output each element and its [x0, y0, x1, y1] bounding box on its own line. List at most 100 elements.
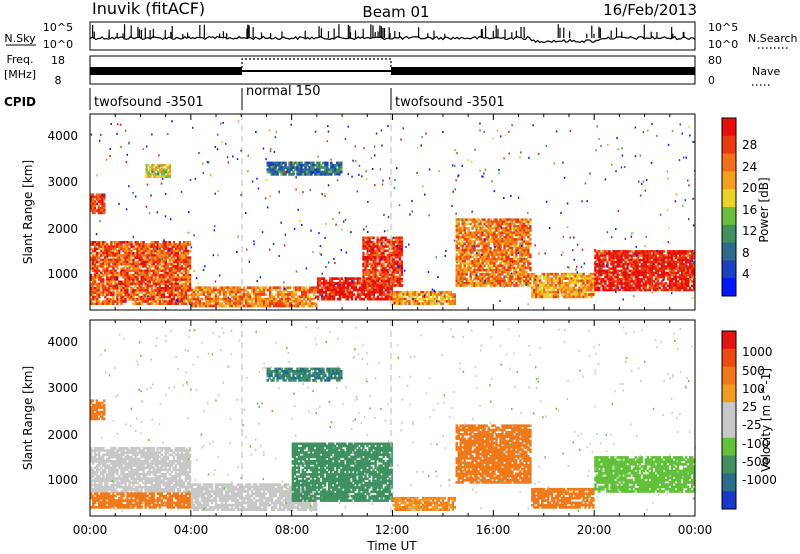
heatmap-cell: [136, 267, 139, 270]
heatmap-cell: [620, 256, 623, 260]
heatmap-cell: [523, 255, 526, 259]
heatmap-cell: [457, 222, 460, 226]
heatmap-cell: [396, 302, 399, 305]
heatmap-cell: [422, 297, 425, 301]
heatmap-cell: [206, 297, 210, 301]
heatmap-cell: [517, 233, 520, 237]
heatmap-cell: [517, 279, 520, 283]
heatmap-cell: [104, 269, 107, 273]
heatmap-cell: [134, 241, 137, 244]
heatmap-cell: [120, 300, 123, 303]
heatmap-cell: [270, 163, 273, 167]
heatmap-cell: [318, 284, 322, 287]
heatmap-cell: [465, 262, 468, 265]
heatmap-cell: [602, 260, 605, 264]
heatmap-cell: [138, 243, 141, 246]
heatmap-cell: [106, 289, 109, 292]
heatmap-cell: [112, 249, 115, 253]
heatmap-cell: [328, 293, 332, 296]
heatmap-cell: [124, 265, 127, 268]
heatmap-cell: [598, 286, 601, 290]
heatmap-cell: [332, 295, 336, 299]
heatmap-cell: [610, 260, 613, 264]
heatmap-cell: [684, 275, 688, 279]
heatmap-cell: [479, 220, 482, 224]
heatmap-cell: [461, 235, 464, 239]
heatmap-cell: [544, 277, 548, 280]
heatmap-cell: [398, 293, 401, 296]
heatmap-cell: [152, 243, 155, 246]
heatmap-cell: [378, 286, 381, 290]
heatmap-cell: [230, 295, 234, 299]
heatmap-cell: [684, 273, 688, 277]
heatmap-cell: [158, 278, 161, 281]
heatmap-cell: [676, 284, 680, 287]
heatmap-cell: [148, 243, 151, 246]
heatmap-cell: [471, 244, 474, 248]
heatmap-cell: [380, 295, 383, 299]
heatmap-cell: [396, 271, 399, 274]
heatmap-cell: [386, 277, 389, 281]
heatmap-cell: [100, 276, 103, 279]
heatmap-cell: [180, 247, 184, 251]
heatmap-cell: [630, 278, 633, 281]
heatmap-cell: [114, 276, 117, 279]
heatmap-cell: [162, 254, 165, 257]
heatmap-cell: [140, 265, 143, 268]
heatmap-cell: [238, 300, 242, 303]
heatmap-cell: [216, 302, 220, 305]
heatmap-cell: [162, 241, 165, 244]
heatmap-cell: [102, 265, 105, 268]
heatmap-cell: [306, 288, 310, 292]
heatmap-cell: [120, 267, 123, 270]
heatmap-cell: [378, 260, 381, 263]
heatmap-cell: [92, 302, 95, 305]
heatmap-cell: [552, 279, 556, 283]
heatmap-cell: [150, 245, 153, 248]
heatmap-cell: [509, 220, 512, 224]
heatmap-cell: [624, 254, 627, 257]
heatmap-cell: [529, 238, 532, 241]
heatmap-cell: [586, 281, 589, 285]
heatmap-cell: [509, 235, 512, 239]
heatmap-cell: [360, 293, 364, 296]
heatmap-cell: [101, 207, 104, 210]
heatmap-cell: [330, 163, 333, 167]
heatmap-cell: [400, 264, 403, 268]
heatmap-cell: [390, 295, 393, 299]
heatmap-cell: [148, 252, 151, 255]
heatmap-cell: [148, 245, 151, 248]
heatmap-cell: [465, 284, 468, 287]
heatmap-cell: [618, 254, 621, 257]
heatmap-cell: [503, 262, 506, 265]
heatmap-cell: [158, 269, 161, 273]
heatmap-cell: [116, 258, 119, 262]
heatmap-cell: [224, 302, 228, 305]
heatmap-cell: [431, 300, 435, 303]
heatmap-cell: [634, 284, 637, 287]
heatmap-cell: [312, 302, 316, 305]
heatmap-cell: [680, 254, 684, 257]
heatmap-cell: [632, 286, 635, 290]
heatmap-cell: [475, 255, 478, 259]
heatmap-cell: [515, 227, 518, 230]
heatmap-cell: [298, 295, 302, 299]
heatmap-cell: [142, 300, 145, 303]
cpid-row: CPID twofsound -3501 normal 150 twofsoun…: [4, 84, 505, 110]
heatmap-cell: [368, 275, 371, 279]
heatmap-cell: [455, 224, 458, 228]
heatmap-cell: [362, 240, 365, 244]
heatmap-cell: [652, 254, 656, 257]
heatmap-cell: [600, 269, 603, 272]
heatmap-cell: [368, 262, 371, 266]
heatmap-cell: [172, 245, 176, 248]
heatmap-cell: [473, 224, 476, 228]
heatmap-cell: [288, 173, 291, 176]
heatmap-cell: [116, 271, 119, 275]
heatmap-cell: [172, 293, 176, 297]
heatmap-cell: [100, 258, 103, 262]
heatmap-cell: [362, 238, 365, 242]
heatmap-cell: [678, 263, 682, 266]
heatmap-cell: [505, 242, 508, 246]
heatmap-cell: [481, 242, 484, 246]
